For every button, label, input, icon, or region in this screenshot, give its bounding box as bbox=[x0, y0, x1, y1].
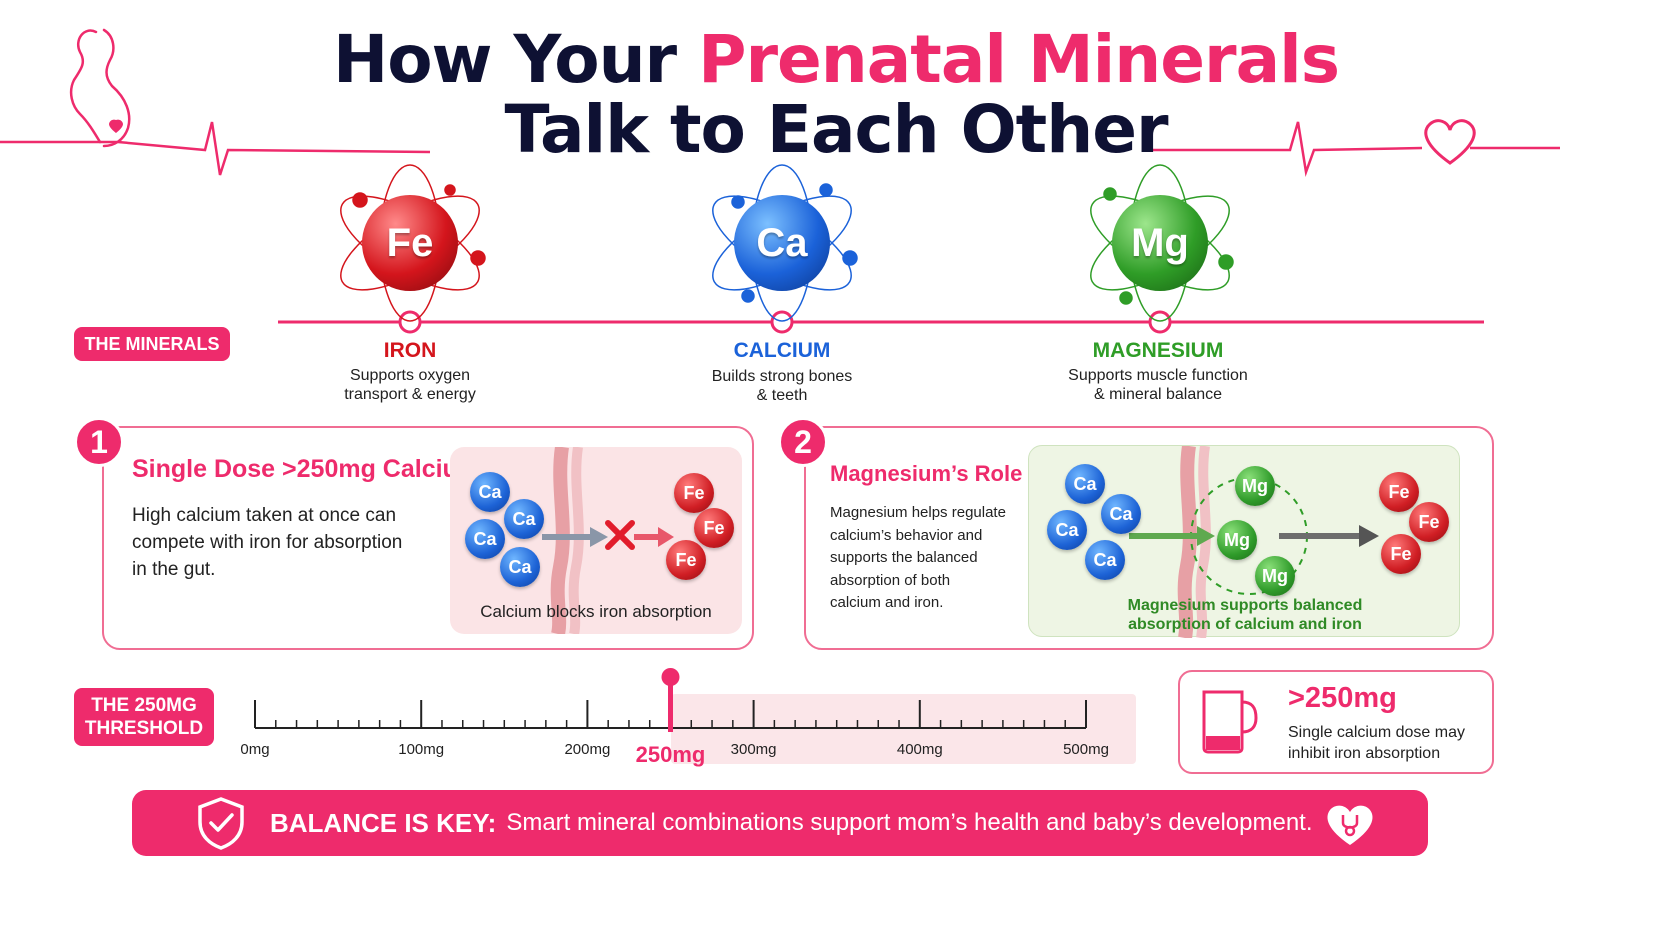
pregnant-woman-icon bbox=[69, 28, 131, 148]
blocked-arrow-right-head bbox=[658, 527, 674, 547]
iron-ion: Fe bbox=[1379, 472, 1419, 512]
calcium-atom: Ca bbox=[734, 195, 830, 291]
blocked-arrow-left-head bbox=[590, 527, 608, 547]
title-dark-text: How Your bbox=[332, 21, 699, 98]
iron-ion: Fe bbox=[666, 540, 706, 580]
panel-1-title: Single Dose >250mg Calcium bbox=[132, 455, 481, 483]
banner-strong-text: BALANCE IS KEY: bbox=[270, 807, 497, 838]
summary-line-1: Single calcium dose may bbox=[1288, 724, 1465, 741]
magnesium-description: Supports muscle function & mineral balan… bbox=[1008, 366, 1308, 404]
heartbeat-line-right bbox=[1150, 121, 1423, 177]
calcium-label: CALCIUM bbox=[733, 339, 831, 362]
tick-label: 100mg bbox=[398, 741, 445, 758]
calcium-ion: Ca bbox=[1101, 494, 1141, 534]
panel-2-body: Magnesium helps regulate calcium’s behav… bbox=[830, 502, 1006, 615]
panel-1-body-line-2: compete with iron for absorption bbox=[132, 532, 403, 553]
iron-desc-line-2: transport & energy bbox=[344, 386, 476, 403]
calcium-ion: Ca bbox=[1047, 510, 1087, 550]
iron-description: Supports oxygen transport & energy bbox=[260, 366, 560, 404]
panel-2-caption-line-1: Magnesium supports balanced bbox=[1127, 597, 1363, 614]
title-pink-text: Prenatal Minerals bbox=[698, 21, 1340, 98]
iron-ion: Fe bbox=[694, 508, 734, 548]
calcium-ion: Ca bbox=[504, 499, 544, 539]
tick-label: 500mg bbox=[1063, 741, 1109, 758]
panel-2-caption: Magnesium supports balanced absorption o… bbox=[1029, 596, 1461, 634]
banner-text: Smart mineral combinations support mom’s… bbox=[506, 809, 1313, 836]
threshold-tag-line-1: THE 250MG bbox=[91, 695, 197, 716]
shield-check-icon bbox=[198, 797, 244, 850]
summary-line-2: inhibit iron absorption bbox=[1288, 745, 1441, 762]
gut-wall-illustration bbox=[542, 447, 674, 634]
page-title-line-2: Talk to Each Other bbox=[504, 91, 1168, 168]
panel-2-number: 2 bbox=[778, 417, 828, 467]
magnesium-ion: Mg bbox=[1235, 466, 1275, 506]
calcium-blocks-illustration: Ca Ca Ca Ca Fe Fe Fe Calcium blocks iron… bbox=[450, 447, 742, 634]
iron-ion: Fe bbox=[1381, 534, 1421, 574]
magnesium-desc-line-1: Supports muscle function bbox=[1068, 367, 1248, 384]
balance-banner: BALANCE IS KEY: Smart mineral combinatio… bbox=[132, 790, 1428, 856]
heart-stethoscope-icon bbox=[1327, 805, 1373, 845]
panel-2-caption-line-2: absorption of calcium and iron bbox=[1128, 616, 1362, 633]
x-icon bbox=[605, 520, 635, 550]
summary-headline: >250mg bbox=[1288, 682, 1397, 714]
iron-desc-line-1: Supports oxygen bbox=[349, 367, 471, 384]
threshold-tag: THE 250MG THRESHOLD bbox=[74, 688, 214, 746]
panel-2-body-line-2: calcium’s behavior and bbox=[830, 526, 983, 544]
panel-1-caption: Calcium blocks iron absorption bbox=[480, 602, 712, 621]
heart-icon bbox=[1424, 119, 1476, 165]
iron-ion: Fe bbox=[674, 473, 714, 513]
measuring-cup-icon bbox=[1202, 690, 1258, 754]
tick-label: 200mg bbox=[564, 741, 611, 758]
iron-ion: Fe bbox=[1409, 502, 1449, 542]
timeline-node-iron bbox=[398, 310, 422, 334]
summary-text: Single calcium dose may inhibit iron abs… bbox=[1288, 722, 1465, 764]
iron-label: IRON bbox=[383, 339, 437, 362]
magnesium-ion: Mg bbox=[1255, 556, 1295, 596]
calcium-ion: Ca bbox=[470, 472, 510, 512]
iron-atom: Fe bbox=[362, 195, 458, 291]
threshold-summary-card: >250mg Single calcium dose may inhibit i… bbox=[1178, 670, 1494, 774]
gut-wall-illustration bbox=[1129, 446, 1379, 638]
iron-arrow-head bbox=[1359, 525, 1379, 547]
magnesium-ion: Mg bbox=[1217, 520, 1257, 560]
calcium-ion: Ca bbox=[500, 547, 540, 587]
magnesium-label: MAGNESIUM bbox=[1092, 339, 1224, 362]
page-title-line-1: How Your Prenatal Minerals bbox=[0, 24, 1672, 96]
threshold-tag-line-2: THRESHOLD bbox=[84, 718, 204, 739]
minerals-tag: THE MINERALS bbox=[74, 327, 230, 361]
calcium-desc-line-1: Builds strong bones bbox=[711, 368, 853, 385]
panel-1-number: 1 bbox=[74, 417, 124, 467]
panel-1-body-line-1: High calcium taken at once can bbox=[132, 505, 397, 526]
calcium-ion: Ca bbox=[465, 519, 505, 559]
threshold-marker-dot bbox=[661, 668, 680, 686]
calcium-arrow-head bbox=[1197, 526, 1215, 546]
dose-scale bbox=[254, 668, 1087, 732]
panel-1-body: High calcium taken at once can compete w… bbox=[132, 502, 402, 583]
tick-label: 0mg bbox=[240, 741, 270, 758]
tick-label: 400mg bbox=[896, 741, 943, 758]
panel-2-title: Magnesium’s Role bbox=[830, 461, 1023, 486]
magnesium-desc-line-2: & mineral balance bbox=[1093, 386, 1223, 403]
magnesium-balance-illustration: Ca Ca Ca Ca Mg Mg Mg Fe Fe Fe Magnesium … bbox=[1028, 445, 1461, 638]
calcium-description: Builds strong bones & teeth bbox=[632, 367, 932, 405]
timeline-node-magnesium bbox=[1148, 310, 1172, 334]
panel-2-body-line-1: Magnesium helps regulate bbox=[830, 504, 1006, 521]
panel-1-body-line-3: in the gut. bbox=[132, 559, 216, 580]
calcium-ion: Ca bbox=[1085, 540, 1125, 580]
magnesium-atom: Mg bbox=[1112, 195, 1208, 291]
panel-2-body-line-5: calcium and iron. bbox=[830, 594, 944, 611]
timeline-node-calcium bbox=[770, 310, 794, 334]
panel-2-body-line-3: supports the balanced bbox=[830, 549, 978, 566]
panel-2-body-line-4: absorption of both bbox=[830, 571, 951, 589]
tick-label: 300mg bbox=[730, 741, 777, 758]
calcium-ion: Ca bbox=[1065, 464, 1105, 504]
calcium-desc-line-2: & teeth bbox=[756, 387, 808, 404]
threshold-marker-label: 250mg bbox=[635, 742, 706, 767]
